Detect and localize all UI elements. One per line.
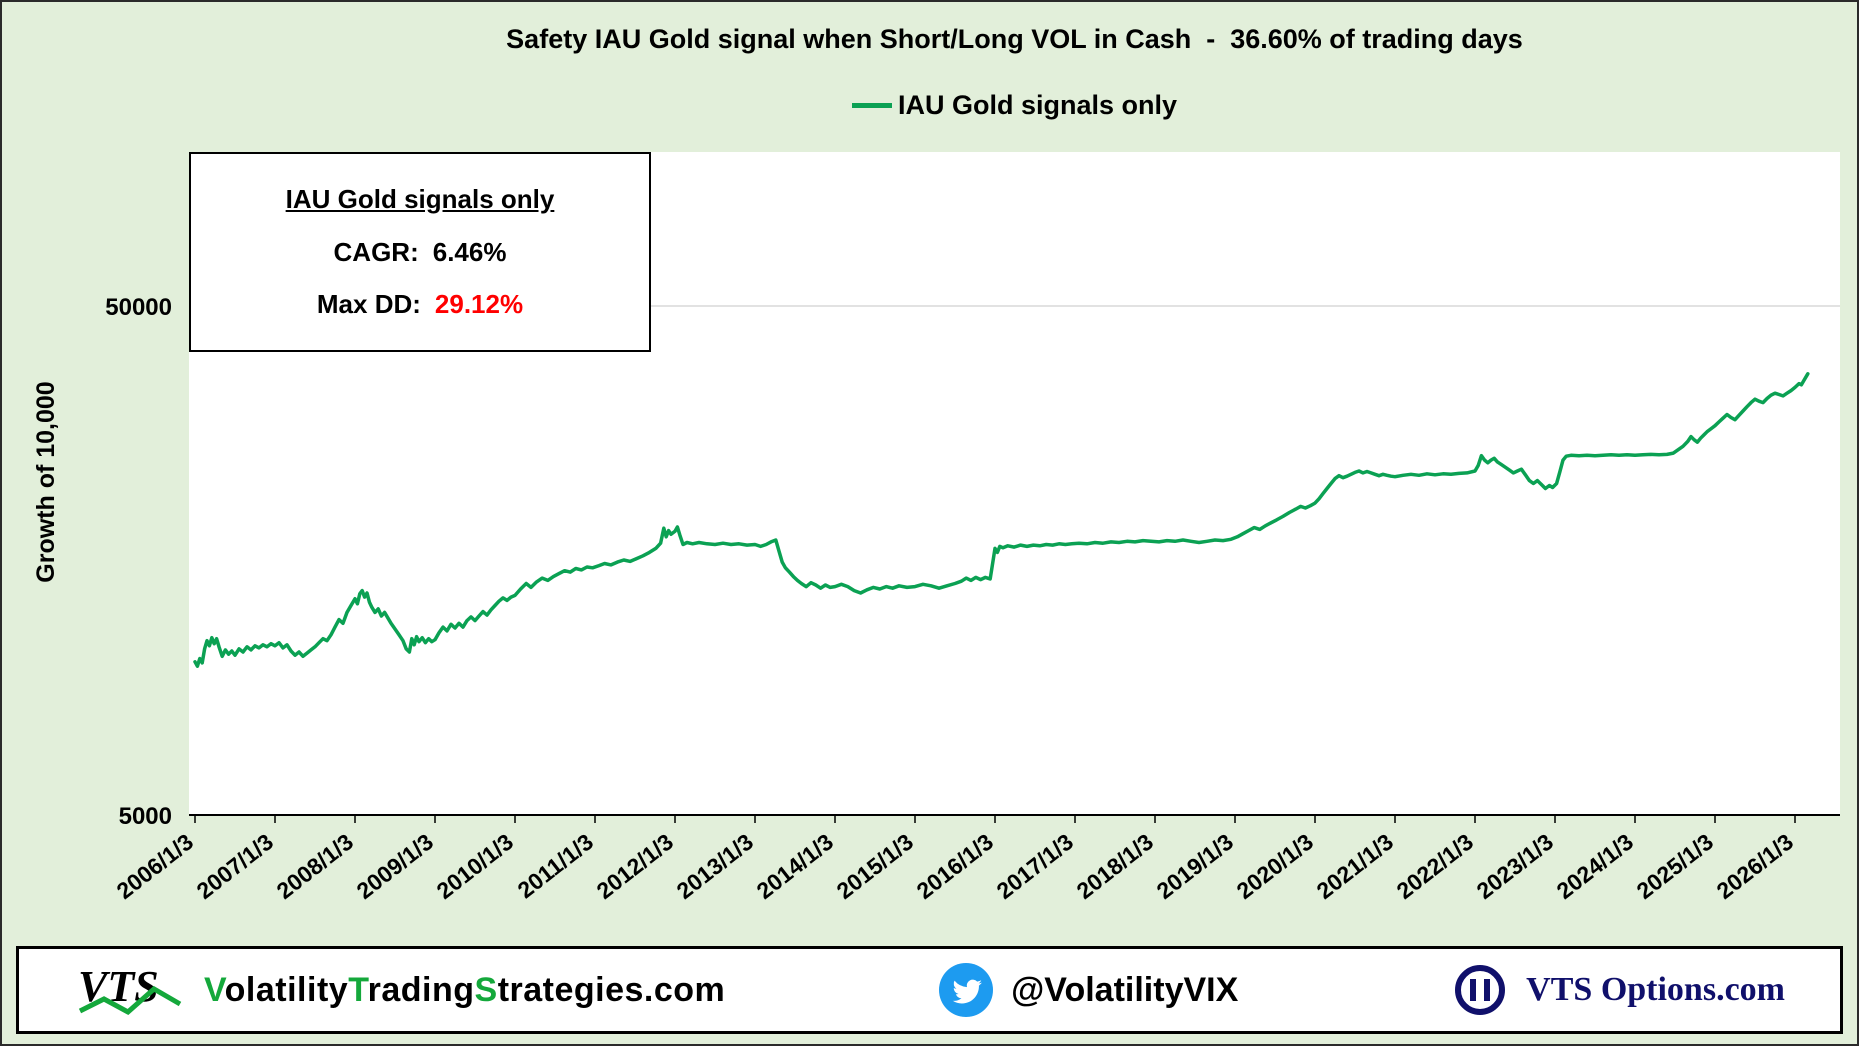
legend-label: IAU Gold signals only (897, 90, 1178, 120)
brand-seg-olatility: olatility (224, 970, 349, 1009)
vts-options-icon (1455, 965, 1506, 1015)
x-axis-label: 2012/1/3 (592, 828, 679, 904)
x-axis-label: 2026/1/3 (1712, 828, 1799, 904)
chart-title: Safety IAU Gold signal when Short/Long V… (506, 24, 1523, 54)
brand-seg-s: S (474, 970, 498, 1009)
x-axis-label: 2010/1/3 (432, 828, 519, 904)
options-group: VTS Options.com (1452, 962, 1785, 1018)
x-axis-label: 2020/1/3 (1232, 828, 1319, 904)
x-axis-label: 2019/1/3 (1152, 828, 1239, 904)
y-axis-title: Growth of 10,000 (32, 381, 60, 583)
brand-seg-v: V (204, 970, 225, 1009)
x-axis-label: 2009/1/3 (352, 828, 439, 904)
twitter-group: @VolatilityVIX (939, 963, 1238, 1017)
vts-logo-zigzag (78, 985, 182, 1016)
maxdd-value: 29.12% (434, 289, 524, 320)
chart-legend: IAU Gold signals only (189, 90, 1840, 121)
y-axis-tick-label: 50000 (105, 294, 172, 321)
x-axis-label: 2024/1/3 (1552, 828, 1639, 904)
footer-bar: VTS VolatilityTradingStrategies.com @Vol… (16, 946, 1843, 1034)
series-line-iau-gold-signals-only (193, 372, 1810, 668)
cagr-value: 6.46% (432, 236, 507, 267)
cagr-label: CAGR: (333, 236, 419, 267)
x-axis-label: 2007/1/3 (192, 828, 279, 904)
x-axis-label: 2006/1/3 (112, 828, 199, 904)
brand-seg-t: T (348, 970, 368, 1009)
x-axis-label: 2011/1/3 (513, 828, 599, 903)
twitter-bird-icon (952, 979, 983, 1004)
x-axis-label: 2017/1/3 (992, 828, 1079, 904)
x-axis-label: 2016/1/3 (912, 828, 999, 904)
x-axis-label: 2014/1/3 (752, 828, 839, 904)
brand-seg-rading: rading (367, 970, 475, 1009)
brand-group: VTS VolatilityTradingStrategies.com (74, 959, 725, 1021)
y-axis-tick-label: 5000 (119, 803, 172, 830)
legend-line-marker (851, 103, 892, 108)
vts-logo-icon: VTS (78, 962, 182, 1016)
x-axis-label: 2025/1/3 (1632, 828, 1719, 904)
info-box-title: IAU Gold signals only (285, 183, 555, 214)
options-site-link[interactable]: VTS Options.com (1526, 971, 1785, 1008)
x-axis-label: 2015/1/3 (832, 828, 919, 904)
x-axis-label: 2018/1/3 (1072, 828, 1159, 904)
x-axis-label: 2022/1/3 (1392, 828, 1479, 904)
x-axis-label: 2013/1/3 (672, 828, 759, 904)
brand-link[interactable]: VolatilityTradingStrategies.com (204, 971, 725, 1010)
x-axis-label: 2021/1/3 (1312, 828, 1399, 904)
maxdd-label: Max DD: (316, 289, 421, 320)
x-axis-label: 2023/1/3 (1472, 828, 1559, 904)
brand-seg-trategies: trategies.com (497, 970, 726, 1009)
maxdd-row: Max DD: 29.12% (317, 289, 523, 320)
twitter-icon[interactable] (939, 963, 994, 1017)
stats-info-box: IAU Gold signals only CAGR: 6.46% Max DD… (189, 152, 651, 352)
x-axis-label: 2008/1/3 (272, 828, 359, 904)
cagr-row: CAGR: 6.46% (334, 237, 507, 268)
twitter-handle[interactable]: @VolatilityVIX (1011, 970, 1239, 1009)
